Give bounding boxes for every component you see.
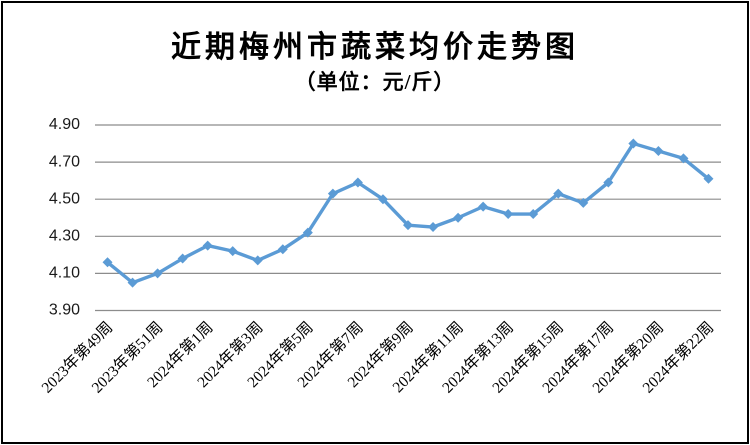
data-point-marker <box>553 188 564 199</box>
data-point-marker <box>628 138 639 149</box>
data-point-marker <box>377 194 388 205</box>
y-axis-tick-label: 4.50 <box>49 190 80 207</box>
y-axis-tick-label: 4.70 <box>49 153 80 170</box>
y-axis-tick-label: 4.30 <box>49 228 80 245</box>
data-point-marker <box>202 240 213 251</box>
data-point-marker <box>252 255 263 266</box>
data-point-marker <box>127 277 138 288</box>
data-point-marker <box>603 177 614 188</box>
data-point-marker <box>177 253 188 264</box>
y-axis-tick-label: 4.10 <box>49 265 80 282</box>
data-point-marker <box>102 257 113 268</box>
y-axis-tick-label: 3.90 <box>49 302 80 319</box>
data-point-marker <box>453 212 464 223</box>
data-point-marker <box>578 197 589 208</box>
data-point-marker <box>503 209 514 220</box>
data-point-marker <box>678 153 689 164</box>
chart-title: 近期梅州市蔬菜均价走势图 <box>171 31 579 64</box>
data-point-marker <box>703 173 714 184</box>
data-point-marker <box>478 201 489 212</box>
data-point-marker <box>227 246 238 257</box>
data-point-marker <box>327 188 338 199</box>
data-point-marker <box>403 220 413 231</box>
data-point-marker <box>352 177 363 188</box>
price-series-line <box>105 141 711 285</box>
chart-subtitle: （单位：元/斤） <box>294 70 456 94</box>
y-axis-tick-label: 4.90 <box>49 116 80 133</box>
data-point-marker <box>528 209 539 220</box>
data-point-marker <box>302 227 313 238</box>
data-point-marker <box>428 222 439 233</box>
data-point-marker <box>653 145 664 156</box>
data-point-marker <box>152 268 163 279</box>
data-point-marker <box>277 244 288 255</box>
